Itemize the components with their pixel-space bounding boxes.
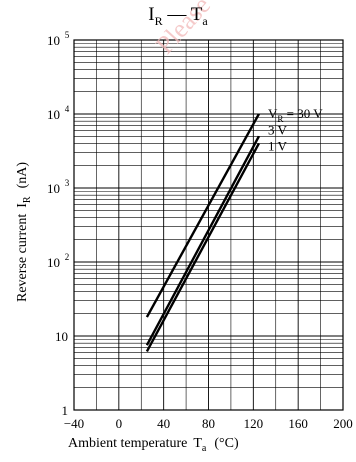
x-tick-label: 120 bbox=[244, 416, 264, 431]
chart-title: IR — Ta bbox=[148, 4, 208, 28]
y-axis-label: Reverse currentIR(nA) bbox=[15, 161, 33, 303]
grid-lines bbox=[73, 40, 344, 411]
y-tick-label: 10 bbox=[55, 329, 68, 344]
x-tick-label: −40 bbox=[64, 416, 84, 431]
y-tick-label: 10 bbox=[47, 107, 60, 122]
x-tick-label: 40 bbox=[157, 416, 170, 431]
y-tick-label: 1 bbox=[62, 403, 69, 418]
series-line-2 bbox=[145, 142, 260, 352]
y-tick-exponent: 3 bbox=[65, 178, 70, 188]
series-labels: VR = 30 V3 V 1 V bbox=[268, 106, 323, 154]
series-line-0 bbox=[145, 113, 260, 318]
series-group bbox=[145, 113, 260, 352]
y-tick-exponent: 4 bbox=[65, 104, 70, 114]
tick-labels: −40 0 40 80 120 160 200 1 10 10 2 10 3 10 4 10 5 bbox=[47, 30, 353, 431]
y-tick-label: 10 bbox=[47, 33, 60, 48]
plot-frame bbox=[73, 39, 344, 411]
x-tick-label: 80 bbox=[202, 416, 215, 431]
y-tick-label: 10 bbox=[47, 255, 60, 270]
series-label-0: VR = 30 V bbox=[268, 106, 323, 124]
series-label-1: 3 V bbox=[268, 122, 288, 137]
x-tick-label: 160 bbox=[288, 416, 308, 431]
series-line-1 bbox=[145, 135, 260, 346]
y-tick-label: 10 bbox=[47, 181, 60, 196]
x-tick-label: 0 bbox=[116, 416, 123, 431]
y-tick-exponent: 5 bbox=[65, 30, 70, 40]
series-label-2: 1 V bbox=[268, 139, 288, 154]
y-tick-exponent: 2 bbox=[65, 252, 70, 262]
x-axis-label: Ambient temperature Ta (°C) bbox=[68, 436, 239, 454]
x-tick-label: 200 bbox=[333, 416, 353, 431]
